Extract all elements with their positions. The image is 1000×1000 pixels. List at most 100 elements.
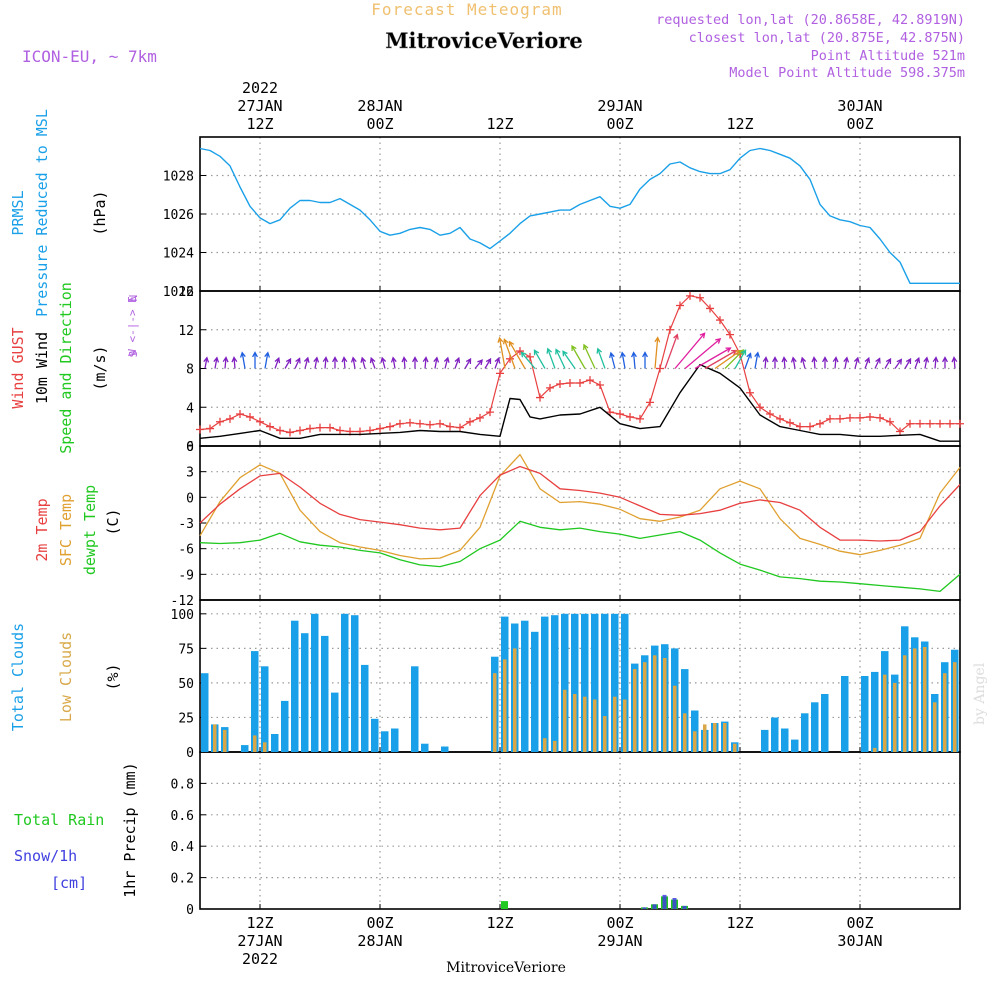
footer-location: MitroviceVeriore xyxy=(446,960,566,976)
total-cloud-bar xyxy=(761,729,769,752)
gust-marker xyxy=(546,383,554,392)
low-cloud-bar xyxy=(583,696,587,752)
gust-marker xyxy=(926,419,934,428)
total-cloud-bar xyxy=(411,666,419,752)
wind-arrow xyxy=(494,356,501,369)
y-tick-label: 0 xyxy=(186,746,194,761)
low-cloud-bar xyxy=(923,647,927,752)
wind-arrow xyxy=(754,351,761,369)
time-label-bottom: 00Z xyxy=(846,914,873,932)
low-cloud-bar xyxy=(563,689,567,752)
wind-arrow xyxy=(583,343,596,369)
requested-coords: requested lon,lat (20.8658E, 42.8919N) xyxy=(656,12,965,28)
time-label-bottom: 28JAN xyxy=(357,932,402,950)
wind-arrow xyxy=(654,336,661,369)
gust-marker xyxy=(856,413,864,422)
total-cloud-bar xyxy=(871,671,879,752)
y-tick-label: 100 xyxy=(171,608,194,623)
y-tick-label: 4 xyxy=(186,401,194,416)
gust-marker xyxy=(456,423,464,432)
product-title: Forecast Meteogram xyxy=(371,0,562,19)
panel-frame xyxy=(199,751,961,910)
gust-marker xyxy=(406,418,414,427)
gust-marker xyxy=(416,419,424,428)
y-tick-label: 75 xyxy=(178,642,194,657)
total-cloud-bar xyxy=(821,694,829,752)
gust-marker xyxy=(616,410,624,419)
wind-arrow xyxy=(520,351,536,369)
gust-marker xyxy=(226,414,234,423)
wind-arrow xyxy=(642,351,648,369)
gust-marker xyxy=(956,419,964,428)
total-cloud-bar xyxy=(571,613,579,752)
wind-arrow xyxy=(360,356,367,369)
compass-s: S xyxy=(127,351,140,358)
y-tick-label: 0 xyxy=(186,903,194,918)
low-cloud-bar xyxy=(733,743,737,752)
wind-arrow xyxy=(239,351,246,369)
gust-marker xyxy=(906,419,914,428)
sfc-temp-line xyxy=(199,453,961,560)
y-tick-label: 1028 xyxy=(163,170,194,185)
low-cloud-bar xyxy=(543,738,547,752)
total-cloud-bar xyxy=(521,620,529,752)
total-cloud-bar xyxy=(331,692,339,752)
gust-marker xyxy=(936,419,944,428)
time-label-bottom: 12Z xyxy=(486,914,513,932)
low-cloud-bar xyxy=(943,673,947,752)
gust-marker xyxy=(876,413,884,422)
low-cloud-bar xyxy=(673,685,677,752)
wind-arrow xyxy=(390,356,397,369)
wind-arrow xyxy=(800,356,807,369)
total-cloud-bar xyxy=(791,739,799,752)
wind-label-dir: Speed and Direction xyxy=(57,282,75,454)
total-cloud-bar xyxy=(371,718,379,752)
gust-marker xyxy=(866,412,874,421)
total-cloud-bar xyxy=(861,676,869,752)
y-tick-label: 1024 xyxy=(163,247,194,262)
low-cloud-bar xyxy=(933,702,937,752)
pressure-labels: PRMSL Pressure Reduced to MSL (hPa) xyxy=(9,109,109,317)
gust-marker xyxy=(496,369,504,378)
time-label-top: 2022 xyxy=(242,79,278,97)
gust-marker xyxy=(426,420,434,429)
total-cloud-bar xyxy=(241,745,249,752)
y-tick-label: -6 xyxy=(178,543,194,558)
wind-arrow xyxy=(781,356,788,369)
time-label-top: 12Z xyxy=(726,115,753,133)
gust-marker xyxy=(836,414,844,423)
gust-marker xyxy=(206,424,214,433)
total-cloud-bar xyxy=(351,615,359,752)
wind-arrow xyxy=(508,340,526,369)
gust-marker xyxy=(636,414,644,423)
wind-label-10m: 10m Wind xyxy=(33,332,51,404)
low-cloud-bar xyxy=(213,724,217,752)
gust-marker xyxy=(676,301,684,310)
precip-legend-rain: Total Rain xyxy=(14,811,104,829)
gust-marker xyxy=(586,376,594,385)
gust-marker xyxy=(946,419,954,428)
total-cloud-bar xyxy=(391,728,399,752)
gust-marker xyxy=(626,412,634,421)
wind-arrow xyxy=(313,356,320,369)
wind-arrow xyxy=(596,347,606,369)
wind-arrow xyxy=(843,356,850,369)
gust-marker xyxy=(886,417,894,426)
wind-arrow xyxy=(884,357,892,369)
wind-arrow xyxy=(213,356,220,369)
low-cloud-bar xyxy=(643,662,647,752)
total-cloud-bar xyxy=(361,664,369,752)
wind-arrow xyxy=(474,359,483,369)
time-label-top: 00Z xyxy=(366,115,393,133)
low-cloud-bar xyxy=(493,673,497,752)
total-cloud-bar xyxy=(301,633,309,752)
wind-arrow xyxy=(252,351,258,369)
wind-arrow xyxy=(609,351,616,369)
y-tick-label: 0.4 xyxy=(171,840,195,855)
y-tick-label: -12 xyxy=(171,594,194,609)
wind-arrow xyxy=(422,356,429,369)
gust-marker xyxy=(316,423,324,432)
total-cloud-bar xyxy=(341,613,349,752)
gust-marker xyxy=(516,347,524,356)
compass-n: N xyxy=(127,295,140,302)
